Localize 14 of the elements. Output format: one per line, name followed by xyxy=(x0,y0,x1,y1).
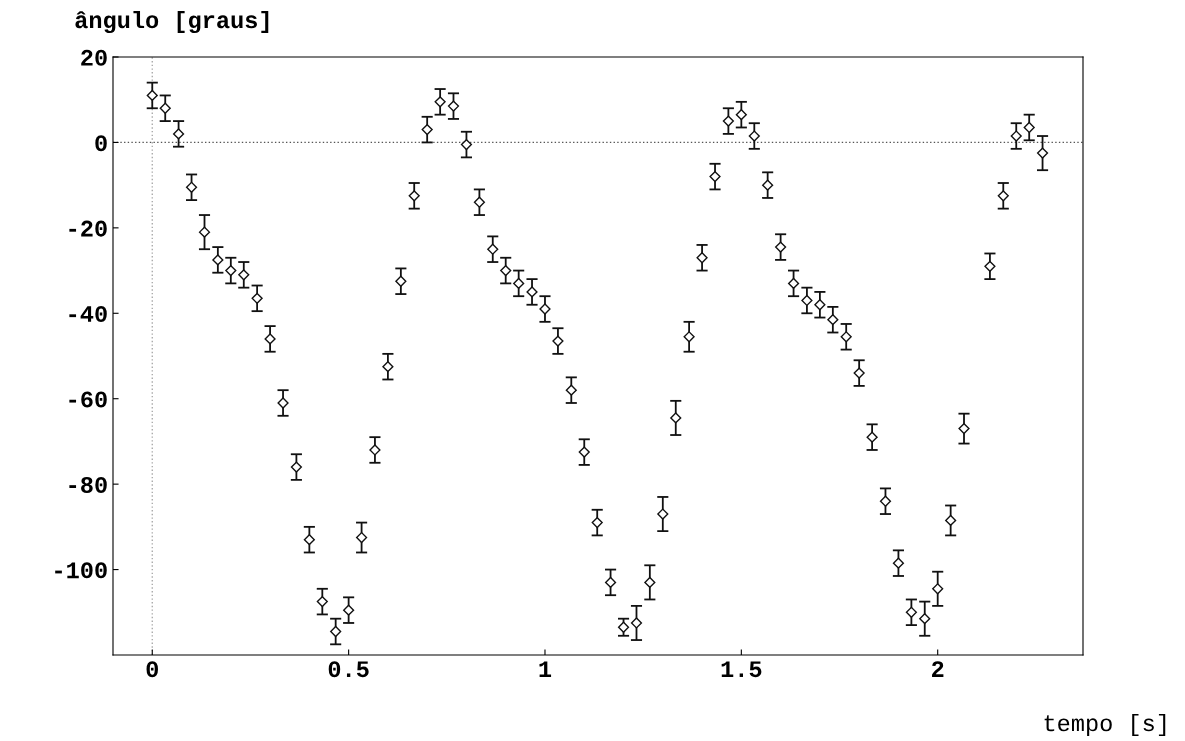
x-tick-label: 2 xyxy=(932,661,944,677)
x-tick-label: 1.5 xyxy=(721,661,762,678)
x-tick-label: 0.5 xyxy=(328,661,369,678)
y-tick-label: 20 xyxy=(81,49,107,66)
y-tick-label: -100 xyxy=(55,562,107,579)
y-tick-label: -40 xyxy=(69,306,107,323)
x-axis-title: tempo [s] xyxy=(1044,713,1166,736)
y-tick-label: -60 xyxy=(69,391,107,408)
x-tick-label: 0 xyxy=(146,661,158,678)
y-tick-label: 0 xyxy=(95,135,107,152)
y-tick-label: -20 xyxy=(69,220,107,237)
x-tick-label: 1 xyxy=(539,661,552,677)
y-axis-title: ângulo [graus] xyxy=(75,10,269,34)
y-tick-label: -80 xyxy=(69,476,107,493)
